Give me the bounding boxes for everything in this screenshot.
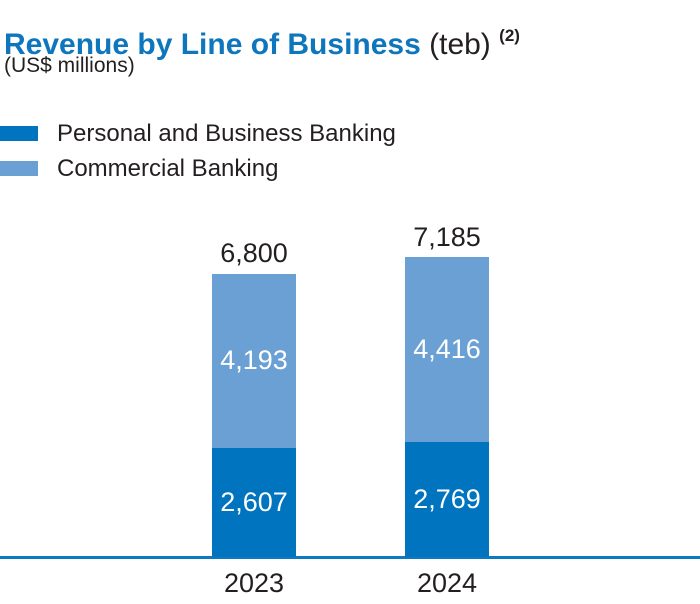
title-suffix: (teb) (420, 28, 491, 62)
x-axis-label-2023: 2023 (223, 568, 285, 598)
bar-segment-personal-and-business-banking-2024: 2,769 (405, 441, 489, 557)
legend-item-commercial-banking: Commercial Banking (0, 151, 396, 186)
x-axis-baseline (0, 556, 700, 559)
bar-segment-commercial-banking-2024: 4,416 (405, 257, 489, 442)
segment-value-personal-and-business-banking-2023: 2,607 (220, 487, 288, 518)
legend-swatch-personal-and-business-banking (0, 126, 38, 141)
segment-value-commercial-banking-2023: 4,193 (220, 345, 288, 376)
footnote-marker: (2) (499, 26, 520, 46)
legend-swatch-commercial-banking (0, 161, 38, 176)
legend: Personal and Business Banking Commercial … (0, 116, 396, 186)
bar-group-2023: 6,800 4,193 2,607 (212, 237, 296, 557)
bar-group-2024: 7,185 4,416 2,769 (405, 221, 489, 557)
title-main: Revenue by Line of Business (4, 28, 421, 62)
total-label-2023: 6,800 (220, 237, 288, 268)
x-axis-label-2024: 2024 (416, 568, 478, 598)
legend-item-personal-and-business-banking: Personal and Business Banking (0, 116, 396, 151)
legend-label-commercial-banking: Commercial Banking (57, 154, 279, 182)
bar-segment-commercial-banking-2023: 4,193 (212, 273, 296, 449)
segment-value-commercial-banking-2024: 4,416 (413, 333, 481, 364)
page-title: Revenue by Line of Business (teb) (2) (4, 26, 520, 64)
legend-label-personal-and-business-banking: Personal and Business Banking (57, 119, 396, 147)
total-label-2024: 7,185 (413, 221, 481, 252)
chart-subtitle: (US$ millions) (4, 54, 135, 77)
segment-value-personal-and-business-banking-2024: 2,769 (413, 483, 481, 514)
bar-segment-personal-and-business-banking-2023: 2,607 (212, 448, 296, 557)
